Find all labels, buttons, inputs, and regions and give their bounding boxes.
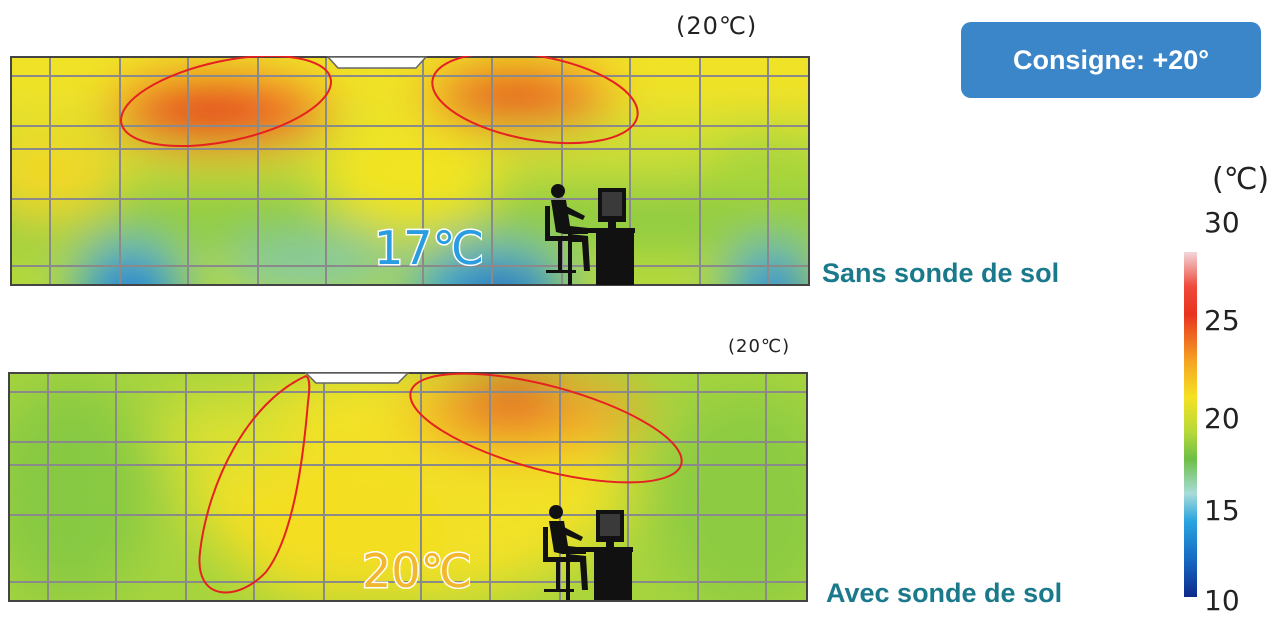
ceiling-ac-unit-icon: [304, 372, 410, 384]
bottom-temperature-svg: 20℃: [361, 543, 474, 600]
bottom-thermal-map: [8, 372, 808, 602]
scale-unit-label: (℃): [1212, 162, 1270, 197]
bottom-thermal-svg: [8, 372, 808, 602]
scale-tick-25: 25: [1204, 304, 1240, 337]
bottom-hot-zone-left: [198, 374, 311, 594]
scale-tick-20: 20: [1204, 402, 1240, 435]
top-thermal-map: [10, 56, 810, 286]
office-worker-icon: [543, 505, 633, 600]
scale-tick-30: 30: [1204, 206, 1240, 239]
bottom-caption: Avec sonde de sol: [826, 578, 1063, 608]
top-hot-zone-left: [120, 56, 332, 148]
bottom-temperature-label: 20℃: [360, 540, 474, 603]
top-temperature-label: 17℃: [372, 217, 486, 280]
scale-tick-15: 15: [1204, 494, 1240, 527]
top-temperature-svg: 17℃: [373, 220, 486, 277]
top-hot-zone-right: [431, 56, 639, 145]
bottom-temperature-text: 20℃: [362, 544, 470, 598]
bottom-hot-zone-right: [409, 372, 683, 484]
top-thermal-svg: [10, 56, 810, 286]
scale-tick-10: 10: [1204, 584, 1240, 617]
bottom-setpoint-label: (20℃): [728, 336, 791, 357]
consigne-label: Consigne: +20°: [1012, 44, 1210, 75]
office-worker-icon: [545, 184, 635, 285]
temperature-color-scale: [1184, 252, 1197, 597]
top-temperature-text: 17℃: [374, 221, 482, 275]
consigne-badge: Consigne: +20°: [961, 22, 1261, 98]
top-caption: Sans sonde de sol: [822, 258, 1060, 288]
ceiling-ac-unit-icon: [326, 56, 428, 69]
top-grid: [10, 56, 810, 286]
top-setpoint-label: (20℃): [676, 12, 758, 40]
